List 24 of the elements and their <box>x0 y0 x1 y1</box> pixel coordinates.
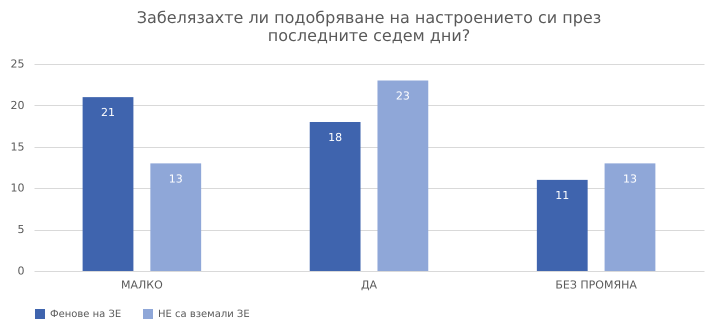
legend-label: НЕ са вземали ЗЕ <box>158 309 250 320</box>
bar <box>82 97 134 271</box>
y-tick-label: 10 <box>10 182 24 195</box>
y-tick-label: 0 <box>18 264 24 278</box>
y-tick-label: 20 <box>10 98 24 112</box>
bar <box>604 163 656 271</box>
data-label: 11 <box>555 188 570 202</box>
data-label: 13 <box>622 172 637 186</box>
legend-label: Фенове на ЗЕ <box>50 309 122 320</box>
chart-title: Забелязахте ли подобряване на настроението си през последните седем дни? <box>136 8 602 45</box>
bar <box>536 180 588 271</box>
x-tick-label: БЕЗ ПРОМЯНА <box>555 278 638 292</box>
bar <box>310 122 361 271</box>
y-tick-label: 15 <box>10 140 24 154</box>
bar <box>150 163 202 271</box>
data-label: 18 <box>328 130 342 144</box>
y-tick-label: 25 <box>10 58 24 70</box>
y-tick-label: 5 <box>18 223 24 236</box>
data-label: 21 <box>101 106 116 120</box>
data-label: 23 <box>396 90 410 103</box>
x-tick-label: МАЛКО <box>121 278 164 292</box>
bar <box>377 80 428 271</box>
x-tick-label: ДА <box>360 278 378 292</box>
data-label: 13 <box>168 172 183 186</box>
